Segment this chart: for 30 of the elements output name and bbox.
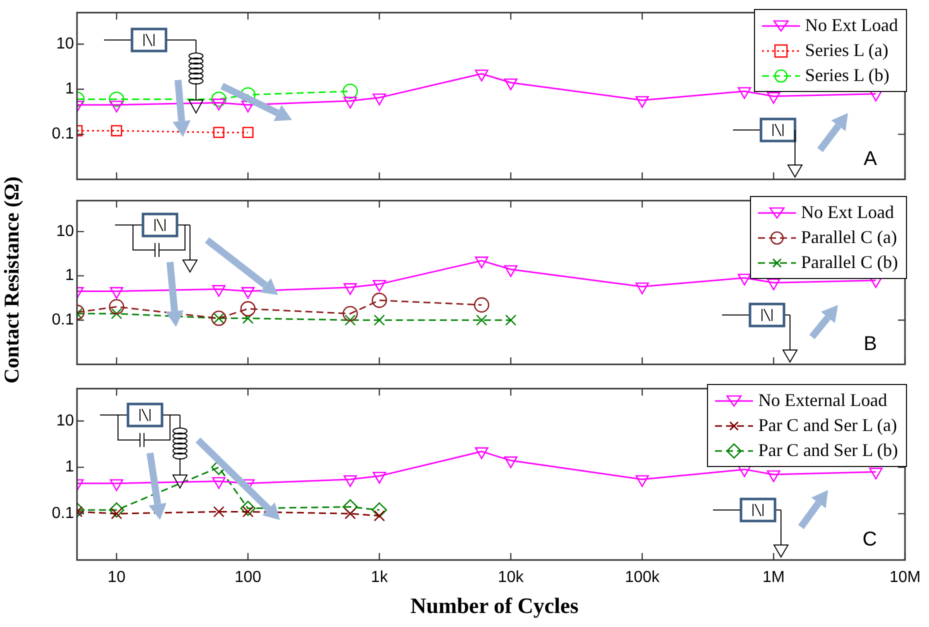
x-tick-label: 10M bbox=[889, 569, 921, 586]
legend-label: Par C and Ser L (b) bbox=[758, 440, 898, 461]
legend-label: Series L (a) bbox=[805, 40, 888, 61]
x-tick-label: 10 bbox=[108, 569, 126, 586]
x-tick-label: 1k bbox=[370, 569, 389, 586]
y-tick-label: 0.1 bbox=[52, 312, 74, 329]
y-tick-label: 0.1 bbox=[52, 126, 74, 143]
x-tick-label: 100 bbox=[234, 569, 262, 586]
y-tick-label: 10 bbox=[56, 36, 74, 53]
legend-label: No External Load bbox=[758, 390, 888, 411]
y-axis-title: Contact Resistance (Ω) bbox=[0, 176, 24, 384]
legend-label: Parallel C (a) bbox=[801, 227, 897, 248]
y-tick-label: 1 bbox=[65, 267, 74, 284]
legend-label: Series L (b) bbox=[805, 65, 890, 86]
annotation: C bbox=[862, 528, 877, 551]
y-tick-label: 1 bbox=[65, 80, 74, 98]
legend-label: Par C and Ser L (a) bbox=[758, 415, 897, 436]
x-tick-label: 10k bbox=[498, 569, 525, 586]
annotation: B bbox=[864, 332, 877, 355]
legend-label: Parallel C (b) bbox=[801, 252, 898, 273]
y-tick-label: 10 bbox=[56, 222, 74, 240]
x-tick-label: 100k bbox=[624, 569, 661, 586]
legend-label: No Ext Load bbox=[801, 202, 894, 223]
y-tick-label: 0.1 bbox=[52, 505, 74, 522]
y-tick-label: 1 bbox=[65, 458, 74, 476]
annotation: A bbox=[864, 148, 878, 170]
legend-label: No Ext Load bbox=[805, 15, 898, 36]
x-tick-label: 1M bbox=[762, 569, 785, 586]
y-tick-label: 10 bbox=[56, 412, 74, 430]
x-axis-title: Number of Cycles bbox=[409, 593, 580, 619]
